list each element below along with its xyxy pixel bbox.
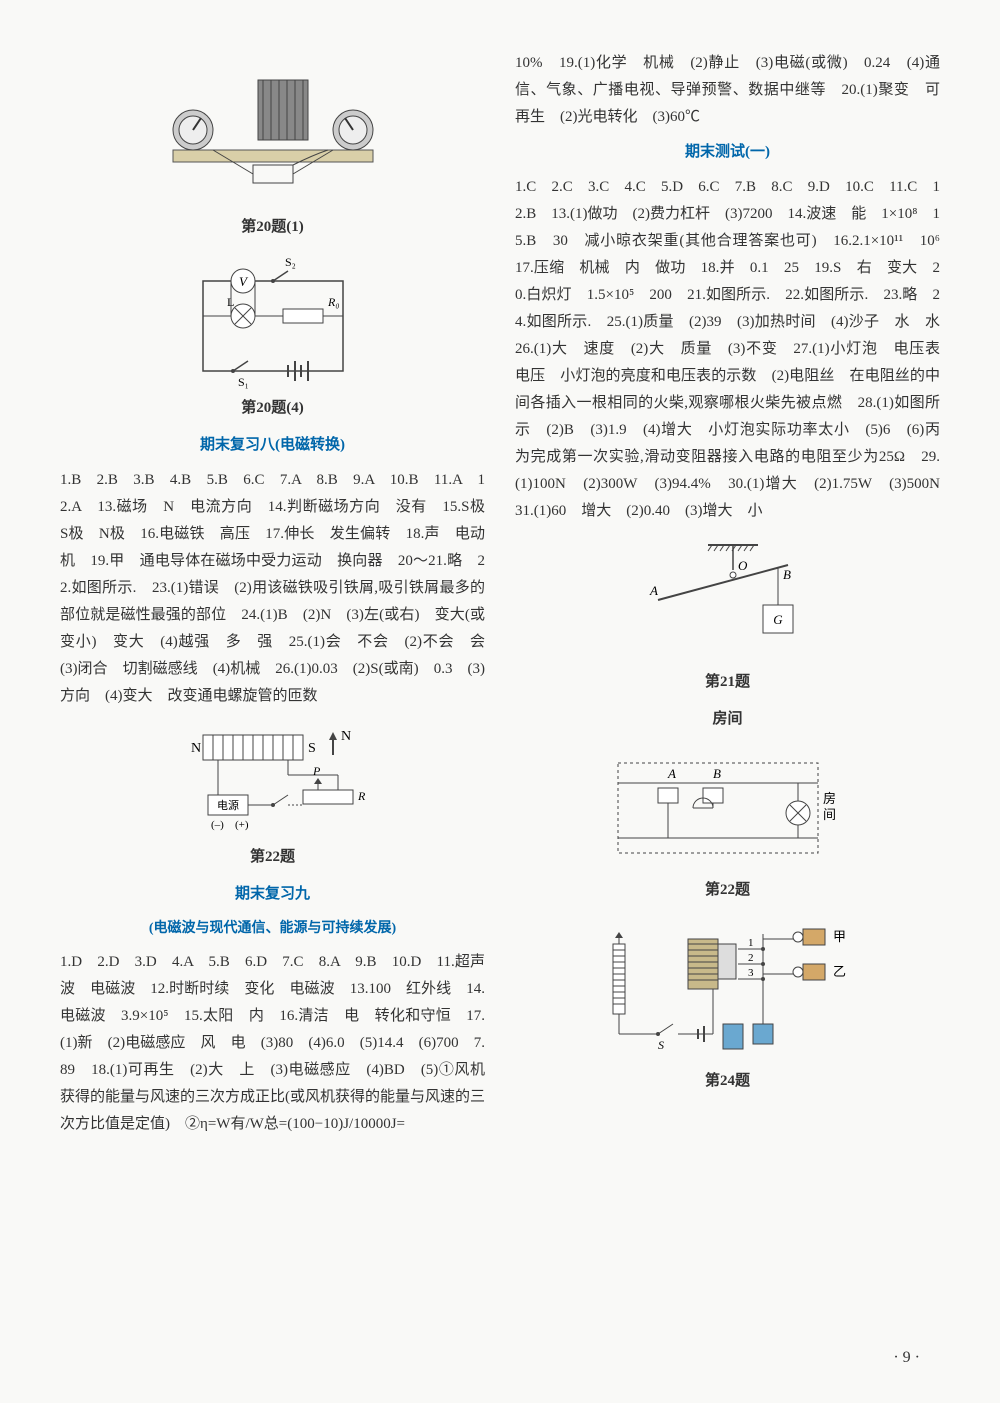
figure-24-caption: 第24题 — [515, 1068, 940, 1095]
section-4-title: 期末测试(一) — [515, 139, 940, 166]
contact-3: 3 — [748, 967, 754, 979]
figure-22b-caption: 第22题 — [515, 877, 940, 904]
section-2-subtitle: (电磁波与现代通信、能源与可持续发展) — [60, 916, 485, 941]
figure-21b: O A B G 第21题 — [515, 535, 940, 696]
switch-s-label: S — [658, 1038, 664, 1052]
figure-21b-caption: 第21题 — [515, 669, 940, 696]
solenoid-circuit: N S N 电源 (–) (+) — [163, 720, 383, 840]
lamp-label: L — [227, 295, 234, 309]
o-label: O — [738, 558, 748, 573]
p-label: P — [312, 764, 321, 778]
section-1-body: 1.B 2.B 3.B 4.B 5.B 6.C 7.A 8.B 9.A 10.B… — [60, 467, 485, 710]
left-column: 第20题(1) V S₂ L R₀ S₁ — [60, 50, 485, 1138]
section-2-title: 期末复习九 — [60, 881, 485, 908]
contact-2: 2 — [748, 952, 754, 964]
section-2-body: 1.D 2.D 3.D 4.A 5.B 6.D 7.C 8.A 9.B 10.D… — [60, 949, 485, 1138]
circuit-illustration-4: V S₂ L R₀ S₁ — [173, 251, 373, 391]
room-label-top: 房间 — [515, 706, 940, 733]
room-circuit: A B 房 间 — [598, 743, 858, 873]
figure-20-1: 第20题(1) — [60, 60, 485, 241]
section-4-body: 1.C 2.C 3.C 4.C 5.D 6.C 7.B 8.C 9.D 10.C… — [515, 174, 940, 525]
figure-22a-caption: 第22题 — [60, 844, 485, 871]
figure-22a: N S N 电源 (–) (+) — [60, 720, 485, 871]
lever-diagram: O A B G — [628, 535, 828, 665]
right-column: 10% 19.(1)化学 机械 (2)静止 (3)电磁(或微) 0.24 (4)… — [515, 50, 940, 1138]
section-1-title: 期末复习八(电磁转换) — [60, 432, 485, 459]
yi-label: 乙 — [833, 964, 846, 979]
figure-20-1-caption: 第20题(1) — [60, 214, 485, 241]
figure-20-4-caption: 第20题(4) — [60, 395, 485, 422]
a-label: A — [649, 583, 658, 598]
s-pole-label: S — [308, 741, 316, 756]
power-source-label: 电源 — [217, 798, 239, 812]
switch-s2-label: S₂ — [285, 255, 296, 269]
room-label-2a: 房 — [823, 791, 836, 806]
plus-label: (+) — [235, 819, 249, 831]
compass-n-label: N — [341, 729, 351, 744]
switch-s1-label: S₁ — [238, 375, 249, 389]
figure-22b: A B 房 间 第22题 — [515, 743, 940, 904]
page-number: · 9 · — [893, 1344, 920, 1373]
section-3-top-body: 10% 19.(1)化学 机械 (2)静止 (3)电磁(或微) 0.24 (4)… — [515, 50, 940, 131]
jia-label: 甲 — [833, 929, 846, 944]
page-container: 第20题(1) V S₂ L R₀ S₁ — [60, 50, 940, 1138]
g-label: G — [773, 612, 783, 627]
figure-24: S 1 2 3 — [515, 914, 940, 1095]
resistor-r0-label: R₀ — [327, 295, 340, 309]
b-label: B — [783, 567, 791, 582]
electromagnet-circuit: S 1 2 3 — [588, 914, 868, 1064]
contact-1: 1 — [748, 937, 754, 949]
figure-20-4: V S₂ L R₀ S₁ — [60, 251, 485, 422]
circuit-illustration-1 — [143, 60, 403, 210]
room-label-2b: 间 — [823, 807, 836, 822]
a-switch-label: A — [667, 766, 676, 781]
minus-label: (–) — [211, 819, 224, 831]
b-switch-label: B — [713, 766, 721, 781]
r-label: R — [357, 789, 366, 803]
n-pole-label: N — [191, 741, 201, 756]
